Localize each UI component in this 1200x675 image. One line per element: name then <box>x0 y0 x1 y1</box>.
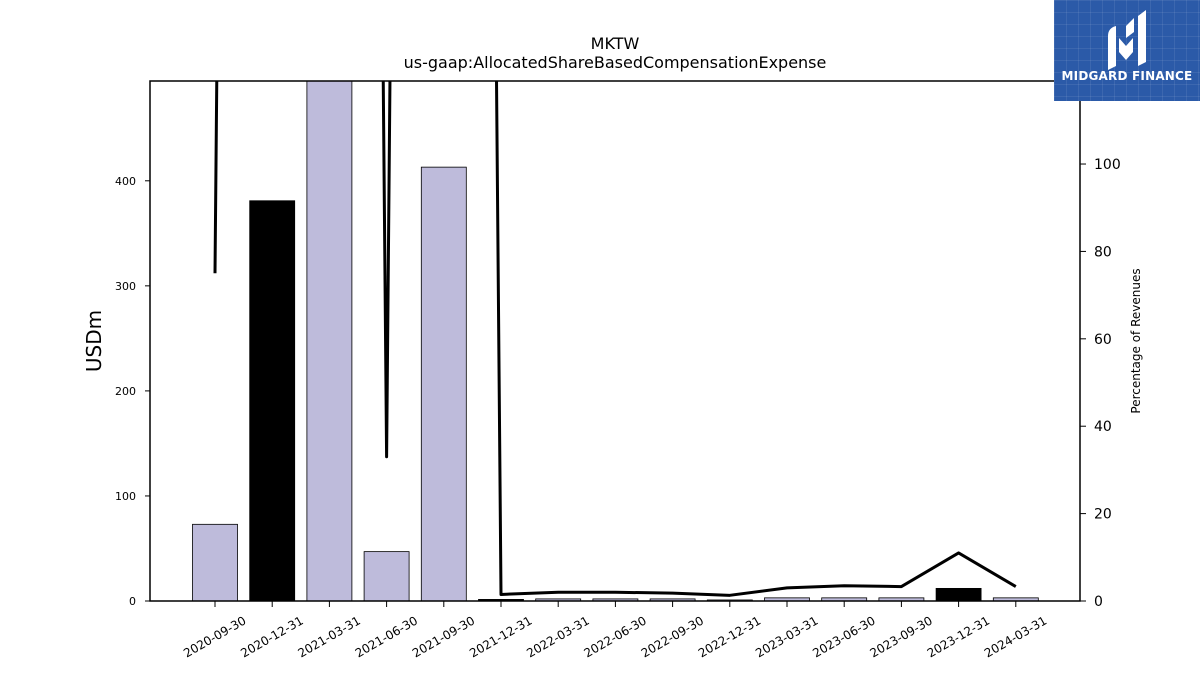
y2-tick-label: 60 <box>1094 332 1112 348</box>
bar-2020-09-30 <box>192 523 238 601</box>
y2-tick-label: 40 <box>1094 419 1112 435</box>
y-axis-label: USDm <box>82 310 106 372</box>
bar-2023-12-31 <box>935 587 982 601</box>
bar-2023-03-31 <box>764 597 810 601</box>
x-tick-label: 2023-06-30 <box>810 613 877 660</box>
chart-title: MKTW <box>591 34 640 53</box>
x-tick-label: 2022-12-31 <box>696 613 763 660</box>
bar-2021-09-30 <box>420 166 467 601</box>
x-tick-label: 2020-09-30 <box>181 613 248 660</box>
y2-axis-label: Percentage of Revenues <box>1129 268 1143 413</box>
bar-2024-03-31 <box>992 597 1039 601</box>
y2-tick-label: 100 <box>1094 157 1121 173</box>
x-tick-label: 2022-06-30 <box>581 613 648 660</box>
x-tick-label: 2022-09-30 <box>639 613 706 660</box>
y2-tick-label: 0 <box>1094 594 1103 610</box>
x-tick-label: 2022-03-31 <box>524 613 591 660</box>
x-tick-label: 2023-12-31 <box>925 613 992 660</box>
revenue-percentage-line <box>213 81 1017 597</box>
x-tick-label: 2020-12-31 <box>238 613 305 660</box>
y2-tick-label: 20 <box>1094 507 1112 523</box>
y-tick-label: 400 <box>115 175 136 188</box>
midgard-logo-icon <box>1108 10 1146 70</box>
logo-text: MIDGARD FINANCE <box>1061 69 1193 83</box>
y-tick-label: 200 <box>115 385 136 398</box>
x-tick-label: 2021-09-30 <box>410 613 477 660</box>
midgard-finance-logo: MIDGARD FINANCE <box>1054 0 1200 101</box>
y-tick-label: 300 <box>115 280 136 293</box>
y2-tick-label: 80 <box>1094 244 1112 260</box>
chart-subtitle: us-gaap:AllocatedShareBasedCompensationE… <box>404 53 827 72</box>
bar-2023-09-30 <box>878 597 925 601</box>
bar-2021-06-30 <box>363 551 410 601</box>
x-tick-label: 2021-12-31 <box>467 613 534 660</box>
x-tick-label: 2023-09-30 <box>867 613 934 660</box>
x-tick-label: 2024-03-31 <box>982 613 1049 660</box>
bar-2021-03-31 <box>306 81 353 601</box>
bar-2021-12-31 <box>478 599 524 601</box>
x-tick-label: 2021-06-30 <box>353 613 420 660</box>
bar-2020-12-31 <box>249 200 296 601</box>
y-tick-label: 100 <box>115 490 136 503</box>
x-tick-label: 2021-03-31 <box>295 613 362 660</box>
x-tick-label: 2023-03-31 <box>753 613 820 660</box>
bar-2023-06-30 <box>821 597 868 601</box>
y-tick-label: 0 <box>129 595 136 608</box>
